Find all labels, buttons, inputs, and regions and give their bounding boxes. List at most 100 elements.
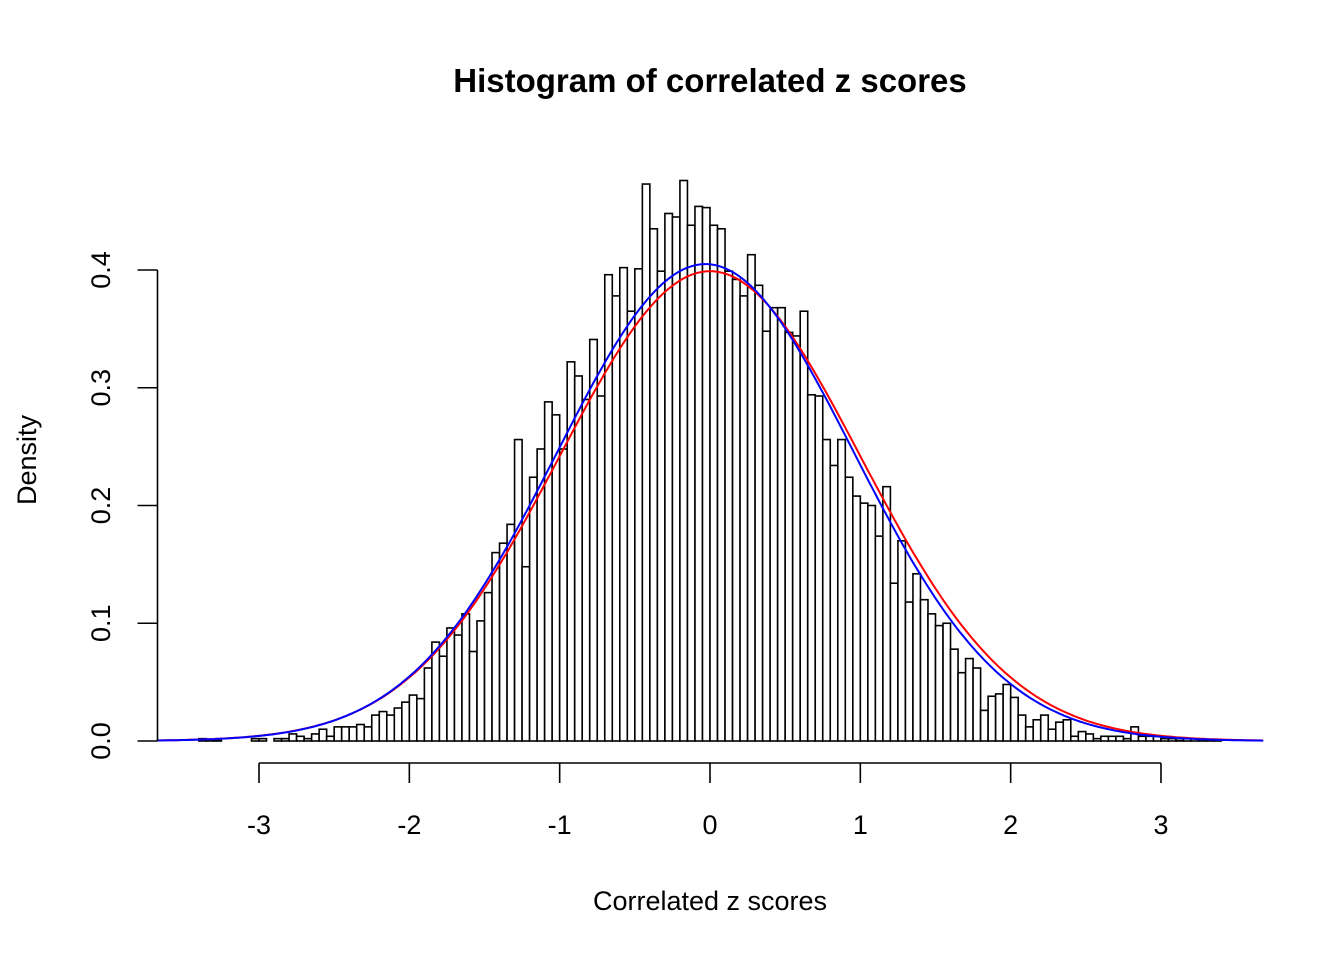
- histogram-bar: [453, 634, 463, 742]
- histogram-bar: [468, 650, 478, 742]
- histogram-bar: [521, 565, 531, 742]
- histogram-bar: [679, 179, 689, 742]
- histogram-bar: [1062, 719, 1072, 742]
- histogram-bar: [325, 735, 335, 742]
- histogram-bar: [558, 448, 568, 742]
- histogram-bar: [1017, 714, 1027, 742]
- histogram-bar: [949, 648, 959, 742]
- histogram-bar: [355, 723, 366, 742]
- histogram-bar: [295, 735, 305, 742]
- histogram-bar: [671, 216, 681, 742]
- y-tick-label: 0.1: [86, 604, 116, 642]
- chart-title: Histogram of correlated z scores: [453, 62, 967, 99]
- histogram-bars: [198, 179, 1222, 742]
- histogram-bar: [1145, 735, 1155, 742]
- histogram-bar: [934, 624, 944, 742]
- histogram-bar: [476, 620, 486, 742]
- histogram-bar: [799, 310, 809, 742]
- histogram-bar: [596, 395, 606, 742]
- y-axis: 0.0 0.1 0.2 0.3 0.4: [86, 251, 159, 760]
- x-tick-label: -3: [247, 810, 271, 840]
- histogram-bar: [393, 707, 403, 742]
- y-tick-label: 0.0: [86, 722, 116, 760]
- histogram-bar: [603, 273, 614, 742]
- histogram-bar: [581, 398, 591, 742]
- histogram-bar: [1077, 730, 1087, 742]
- histogram-bar: [491, 551, 501, 742]
- histogram-bar: [528, 476, 538, 742]
- histogram-bar: [363, 726, 373, 742]
- histogram-bar: [927, 613, 937, 742]
- histogram-bar: [378, 710, 388, 742]
- histogram-bar: [904, 601, 914, 742]
- histogram-bar: [288, 733, 298, 742]
- histogram-bar: [987, 695, 997, 742]
- histogram-bar: [370, 714, 381, 742]
- histogram-bar: [829, 464, 839, 742]
- histogram-bar: [1069, 735, 1080, 742]
- histogram-bar: [972, 667, 982, 742]
- histogram-bar: [874, 535, 884, 742]
- histogram-bar: [1002, 683, 1012, 742]
- histogram-bar: [694, 205, 704, 742]
- y-axis-label: Density: [12, 414, 42, 505]
- histogram-bar: [498, 542, 508, 742]
- histogram-bar: [664, 212, 674, 742]
- histogram-bar: [701, 206, 711, 742]
- y-tick-label: 0.4: [86, 251, 116, 289]
- histogram-bar: [348, 726, 358, 742]
- histogram-bar: [814, 395, 824, 742]
- histogram-bar: [859, 502, 869, 742]
- histogram-bar: [1032, 719, 1042, 742]
- histogram-bar: [1009, 696, 1019, 742]
- histogram-bar: [761, 330, 771, 742]
- histogram-bar: [731, 278, 741, 742]
- histogram-bar: [964, 657, 974, 742]
- histogram-bar: [686, 224, 696, 742]
- histogram-bar: [461, 613, 471, 742]
- histogram-bar: [1197, 739, 1207, 742]
- histogram-bar: [1167, 737, 1177, 742]
- histogram-bar: [506, 523, 516, 742]
- histogram-bar: [303, 737, 313, 742]
- histogram-bar: [205, 739, 215, 742]
- histogram-bar: [641, 183, 651, 742]
- histogram-bar: [994, 693, 1004, 742]
- histogram-bar: [1122, 737, 1132, 742]
- histogram-bar: [1175, 739, 1185, 742]
- histogram-bar: [709, 224, 719, 742]
- histogram-bar: [716, 227, 726, 742]
- histogram-bar: [446, 627, 456, 742]
- histogram-bar: [1100, 735, 1110, 742]
- histogram-bar: [543, 401, 553, 742]
- histogram-bar: [882, 485, 892, 742]
- histogram-bar: [213, 739, 223, 742]
- histogram-bar: [912, 572, 922, 742]
- histogram-bar: [401, 701, 411, 742]
- histogram-bar: [611, 295, 621, 742]
- density-curves: [156, 263, 1264, 742]
- histogram-bar: [957, 671, 967, 742]
- histogram-bar: [318, 728, 328, 742]
- y-tick-label: 0.3: [86, 369, 116, 407]
- histogram-bar: [852, 495, 862, 742]
- y-tick-label: 0.2: [86, 487, 116, 525]
- histogram-bar: [310, 733, 320, 742]
- histogram-bar: [513, 438, 523, 742]
- histogram-bar: [1039, 714, 1050, 742]
- x-tick-label: 0: [702, 810, 717, 840]
- histogram-bar: [280, 737, 290, 742]
- histogram-bar: [634, 268, 644, 742]
- histogram-bar: [867, 504, 877, 742]
- histogram-bar: [897, 540, 907, 742]
- histogram-bar: [1047, 728, 1057, 742]
- histogram-bar: [1115, 735, 1125, 742]
- histogram-bar: [746, 253, 756, 742]
- histogram-bar: [258, 737, 268, 742]
- histogram-bar: [1054, 721, 1065, 742]
- histogram-bar: [423, 667, 433, 742]
- histogram-bar: [1024, 726, 1035, 742]
- histogram-bar: [626, 310, 636, 742]
- histogram-bar: [416, 697, 426, 742]
